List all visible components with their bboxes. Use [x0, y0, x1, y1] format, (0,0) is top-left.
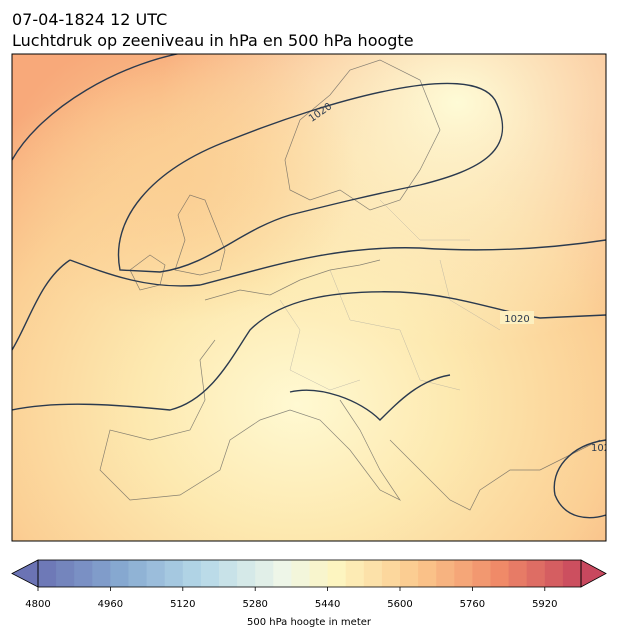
colorbar-segment: [526, 560, 546, 587]
colorbar-segment: [418, 560, 437, 587]
colorbar-segment: [562, 560, 582, 587]
colorbar-tick-label: 5440: [315, 599, 340, 610]
colorbar-segment: [219, 560, 238, 587]
colorbar-segment: [255, 560, 274, 587]
colorbar-segment: [38, 560, 57, 587]
colorbar-segment: [146, 560, 166, 587]
field-west: [12, 54, 606, 541]
colorbar-segment: [436, 560, 455, 587]
colorbar-segment: [200, 560, 220, 587]
map-frame: [11, 53, 607, 542]
colorbar-segment: [327, 560, 347, 587]
colorbar-label: 500 hPa hoogte in meter: [247, 617, 372, 628]
colorbar-segment: [309, 560, 329, 587]
coastline: [129, 254, 166, 291]
colorbar-extend-high: [580, 559, 607, 588]
colorbar-segment: [400, 560, 419, 587]
colorbar-segment: [182, 560, 202, 587]
colorbar-tick-label: 4800: [25, 599, 50, 610]
map: 1020 1020 102: [12, 54, 610, 541]
colorbar-tick-label: 5600: [387, 599, 412, 610]
coastline: [174, 194, 226, 276]
isobar: [289, 374, 451, 421]
colorbar-segment: [472, 560, 491, 587]
colorbar-tick-label: 4960: [98, 599, 123, 610]
isobar: [12, 239, 606, 351]
colorbar-segment: [128, 560, 148, 587]
isobar: [117, 82, 504, 273]
isobar: [12, 291, 606, 411]
colorbar-segment: [273, 560, 292, 587]
contour-label: 1020: [504, 314, 529, 325]
colorbar-tick-label: 5760: [460, 599, 485, 610]
colorbar-segment: [544, 560, 564, 587]
contour-label: 102: [591, 443, 610, 454]
colorbar-segment: [56, 560, 75, 587]
colorbar-extend-low: [11, 559, 39, 588]
colorbar-segment: [508, 560, 528, 587]
colorbar-tick-label: 5920: [532, 599, 557, 610]
border: [279, 199, 501, 391]
colorbar-tick-label: 5280: [242, 599, 267, 610]
coastline: [99, 259, 601, 511]
colorbar-segment: [363, 560, 383, 587]
colorbar-segment: [454, 560, 473, 587]
colorbar-segment: [74, 560, 93, 587]
isobar: [553, 439, 606, 519]
colorbar: 4800 4960 5120 5280 5440 5600 5760 5920: [11, 559, 607, 610]
colorbar-segment: [164, 560, 184, 587]
colorbar-segment: [110, 560, 129, 587]
coastline: [284, 59, 441, 211]
colorbar-segment: [291, 560, 310, 587]
colorbar-frame: [37, 559, 582, 588]
colorbar-segment: [237, 560, 256, 587]
colorbar-segment: [345, 560, 365, 587]
colorbar-segment: [381, 560, 401, 587]
isobar: [12, 54, 181, 161]
date: 07-04-1824 12 UTC: [12, 10, 167, 29]
colorbar-segment: [92, 560, 111, 587]
colorbar-tick-label: 5120: [170, 599, 195, 610]
colorbar-segment: [490, 560, 510, 587]
contour-label-bg: [500, 311, 534, 324]
title: Luchtdruk op zeeniveau in hPa en 500 hPa…: [12, 31, 414, 50]
